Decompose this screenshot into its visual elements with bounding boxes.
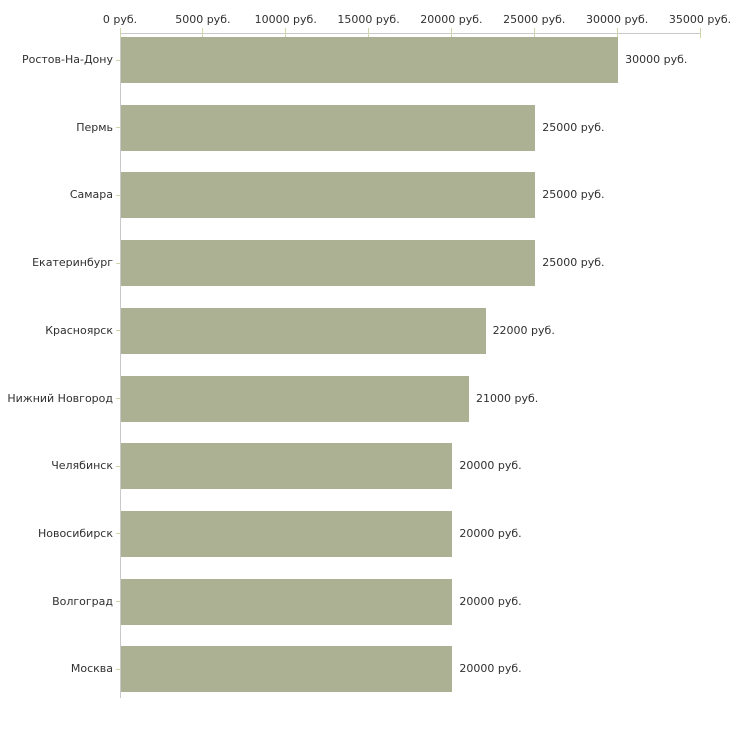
- value-label: 25000 руб.: [542, 256, 605, 270]
- bar: [121, 578, 453, 625]
- category-tick-mark: [116, 601, 120, 603]
- x-tick-mark: [368, 28, 370, 38]
- x-tick-label: 10000 руб.: [254, 13, 317, 26]
- y-axis-line: [120, 33, 121, 698]
- category-label: Москва: [70, 662, 113, 676]
- x-tick-mark: [119, 28, 121, 38]
- x-tick-mark: [285, 28, 287, 38]
- bar: [121, 104, 536, 151]
- category-label: Нижний Новгород: [7, 391, 113, 405]
- category-label: Новосибирск: [37, 526, 113, 540]
- category-tick-mark: [116, 127, 120, 129]
- bar: [121, 307, 486, 354]
- category-label: Ростов-На-Дону: [21, 53, 113, 66]
- value-label: 20000 руб.: [459, 662, 522, 676]
- x-tick-mark: [699, 28, 701, 38]
- category-tick-mark: [116, 533, 120, 535]
- category-tick-mark: [116, 59, 120, 61]
- x-tick-mark: [533, 28, 535, 38]
- bar: [121, 443, 453, 490]
- value-label: 20000 руб.: [459, 594, 522, 608]
- category-label: Челябинск: [51, 459, 113, 473]
- category-tick-mark: [116, 465, 120, 467]
- value-label: 22000 руб.: [492, 323, 555, 337]
- category-tick-mark: [116, 262, 120, 264]
- category-label: Волгоград: [52, 594, 113, 608]
- x-tick-label: 25000 руб.: [503, 13, 566, 26]
- value-label: 25000 руб.: [542, 120, 605, 134]
- bar: [121, 375, 469, 422]
- category-label: Самара: [69, 188, 113, 202]
- bar: [121, 510, 453, 557]
- bar: [121, 172, 536, 219]
- bar: [121, 646, 453, 693]
- category-tick-mark: [116, 398, 120, 399]
- x-tick-mark: [202, 28, 204, 38]
- category-label: Екатеринбург: [32, 256, 113, 270]
- value-label: 25000 руб.: [542, 188, 605, 202]
- x-tick-label: 30000 руб.: [586, 13, 649, 26]
- category-tick-mark: [116, 330, 120, 332]
- x-tick-label: 20000 руб.: [420, 13, 483, 26]
- x-tick-label: 0 руб.: [102, 13, 138, 26]
- value-label: 20000 руб.: [459, 526, 522, 540]
- x-tick-label: 15000 руб.: [337, 13, 400, 26]
- x-axis-line: [120, 33, 701, 34]
- bar: [121, 37, 619, 83]
- x-tick-label: 5000 руб.: [175, 13, 231, 26]
- x-axis-ticks: 0 руб. 5000 руб. 10000 руб. 15000 руб. 20000…: [0, 0, 730, 50]
- bar: [121, 240, 536, 287]
- x-tick-mark: [616, 28, 618, 38]
- category-tick-mark: [116, 668, 120, 670]
- value-label: 20000 руб.: [459, 459, 522, 473]
- value-label: 30000 руб.: [625, 53, 688, 66]
- x-tick-mark: [450, 28, 452, 38]
- category-tick-mark: [116, 194, 120, 196]
- x-tick-label: 35000 руб.: [668, 13, 730, 26]
- category-label: Красноярск: [45, 323, 113, 337]
- value-label: 21000 руб.: [476, 391, 539, 405]
- category-label: Пермь: [76, 120, 113, 134]
